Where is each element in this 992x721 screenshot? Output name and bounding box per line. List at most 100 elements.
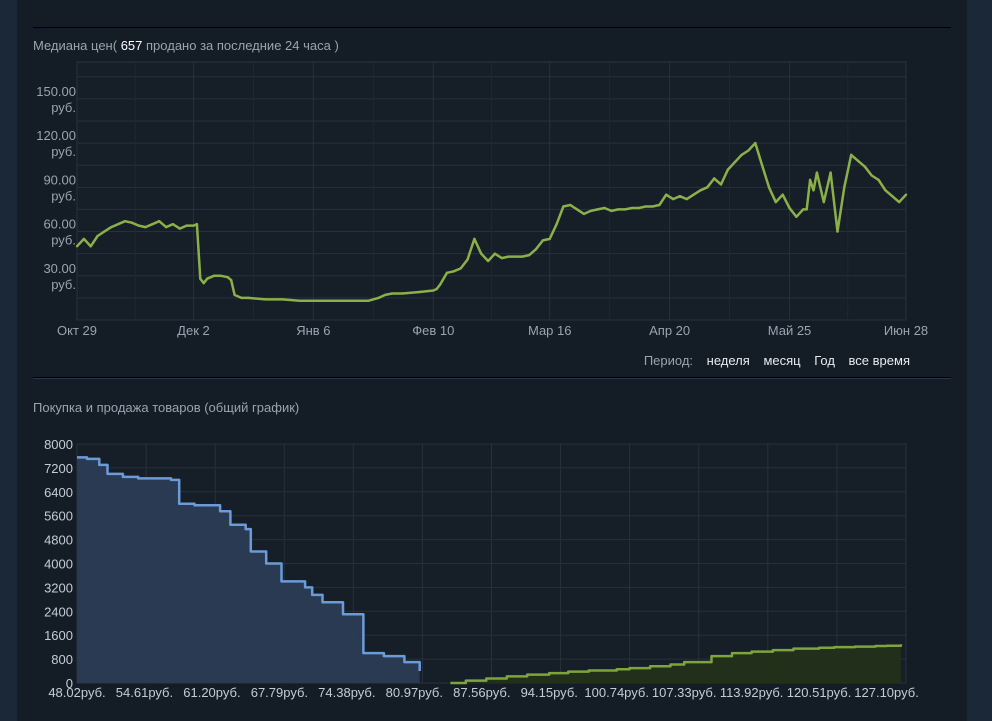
orders-y-tick-label: 0 bbox=[66, 676, 73, 691]
median-price-point bbox=[678, 194, 682, 198]
x-tick-label: Апр 20 bbox=[649, 323, 690, 338]
median-price-point bbox=[870, 174, 873, 177]
y-tick-unit: руб. bbox=[51, 144, 76, 159]
period-month-link[interactable]: месяц bbox=[763, 353, 801, 368]
median-price-point bbox=[192, 224, 195, 227]
x-tick-label: Окт 29 bbox=[57, 323, 97, 338]
median-price-point bbox=[459, 267, 462, 270]
orders-y-tick-label: 4800 bbox=[44, 533, 73, 548]
median-price-point bbox=[897, 200, 901, 204]
orders-y-tick-label: 1600 bbox=[44, 628, 73, 643]
orders-x-tick-label: 127.10руб. bbox=[854, 685, 919, 700]
period-selector: Период: неделя месяц Год все время bbox=[620, 353, 910, 368]
middle-divider-highlight bbox=[33, 378, 951, 379]
median-price-point bbox=[435, 287, 438, 291]
median-price-point bbox=[229, 278, 233, 282]
median-price-point bbox=[747, 149, 750, 152]
median-price-point bbox=[164, 225, 168, 229]
period-label: Период: bbox=[643, 353, 694, 368]
y-tick-label: 30.00 bbox=[43, 261, 76, 276]
median-price-point bbox=[596, 208, 599, 211]
period-alltime-link[interactable]: все время bbox=[848, 353, 910, 368]
orders-x-tick-label: 67.79руб. bbox=[251, 685, 308, 700]
median-price-point bbox=[637, 206, 641, 210]
median-price-point bbox=[144, 225, 147, 229]
median-price-point bbox=[473, 237, 476, 241]
median-price-point bbox=[836, 230, 839, 233]
median-price-point bbox=[699, 189, 702, 192]
median-price-point bbox=[332, 299, 336, 303]
median-price-point bbox=[240, 296, 243, 300]
median-price-point bbox=[130, 221, 134, 224]
median-title-prefix: Медиана цен( bbox=[33, 38, 118, 53]
orders-x-tick-label: 48.02руб. bbox=[48, 685, 105, 700]
median-price-point bbox=[377, 296, 380, 300]
median-price-point bbox=[706, 186, 709, 189]
median-price-point bbox=[226, 276, 229, 279]
median-price-point bbox=[202, 281, 205, 285]
page-edge bbox=[967, 0, 992, 721]
median-price-point bbox=[466, 258, 469, 261]
median-price-point bbox=[726, 168, 730, 171]
median-price-point bbox=[562, 205, 565, 208]
top-divider bbox=[33, 27, 951, 28]
median-price-point bbox=[366, 299, 370, 303]
median-price-point bbox=[603, 206, 606, 210]
orders-x-tick-label: 120.51руб. bbox=[787, 685, 852, 700]
median-price-point bbox=[685, 197, 688, 201]
median-price-point bbox=[795, 215, 798, 218]
median-price-point bbox=[651, 205, 654, 208]
y-tick-label: 60.00 bbox=[43, 217, 76, 232]
y-tick-unit: руб. bbox=[51, 277, 76, 292]
buy-orders-line bbox=[77, 456, 421, 671]
median-price-point bbox=[178, 227, 181, 230]
buy-orders-area bbox=[77, 457, 420, 683]
median-price-point bbox=[123, 220, 127, 223]
median-price-point bbox=[849, 153, 853, 157]
median-title-suffix: продано за последние 24 часа ) bbox=[146, 38, 339, 53]
median-price-point bbox=[822, 200, 825, 204]
median-price-point bbox=[569, 203, 572, 207]
median-price-point bbox=[555, 222, 558, 226]
median-price-point bbox=[733, 161, 736, 164]
median-price-point bbox=[617, 208, 620, 211]
median-price-point bbox=[856, 159, 860, 162]
period-year-link[interactable]: Год bbox=[814, 353, 835, 368]
median-price-point bbox=[644, 205, 647, 208]
orders-x-tick-label: 87.56руб. bbox=[453, 685, 510, 700]
sold-count: 657 bbox=[120, 38, 143, 53]
y-tick-label: 120.00 bbox=[36, 128, 76, 143]
median-price-point bbox=[418, 290, 421, 294]
median-price-point bbox=[315, 299, 318, 303]
median-price-point bbox=[390, 292, 394, 295]
median-price-point bbox=[480, 252, 483, 255]
orders-x-tick-label: 94.15руб. bbox=[521, 685, 578, 700]
median-price-point bbox=[298, 299, 301, 303]
x-tick-label: Фев 10 bbox=[412, 323, 454, 338]
orders-y-tick-label: 2400 bbox=[44, 604, 73, 619]
orders-y-tick-label: 8000 bbox=[44, 437, 73, 452]
orders-y-tick-label: 5600 bbox=[44, 509, 73, 524]
median-price-point bbox=[754, 141, 757, 145]
median-price-point bbox=[829, 171, 832, 174]
median-price-point bbox=[534, 248, 538, 251]
y-tick-unit: руб. bbox=[51, 233, 76, 248]
median-price-chart[interactable]: 150.00руб.120.00руб.90.00руб.60.00руб.30… bbox=[0, 0, 992, 380]
median-price-point bbox=[863, 165, 867, 168]
median-price-point bbox=[151, 222, 154, 226]
period-week-link[interactable]: неделя bbox=[706, 353, 750, 368]
median-price-point bbox=[575, 208, 579, 211]
median-price-point bbox=[116, 222, 120, 226]
orders-x-tick-label: 80.97руб. bbox=[386, 685, 443, 700]
median-price-point bbox=[802, 208, 805, 211]
x-tick-label: Дек 2 bbox=[177, 323, 210, 338]
median-price-point bbox=[815, 171, 819, 174]
orders-x-tick-label: 54.61руб. bbox=[116, 685, 173, 700]
median-price-point bbox=[884, 189, 887, 192]
median-chart-title: Медиана цен( 657 продано за последние 24… bbox=[33, 38, 339, 53]
median-price-point bbox=[158, 220, 161, 223]
sell-orders-line bbox=[450, 644, 903, 685]
median-price-point bbox=[805, 208, 808, 211]
median-price-point bbox=[233, 293, 236, 297]
